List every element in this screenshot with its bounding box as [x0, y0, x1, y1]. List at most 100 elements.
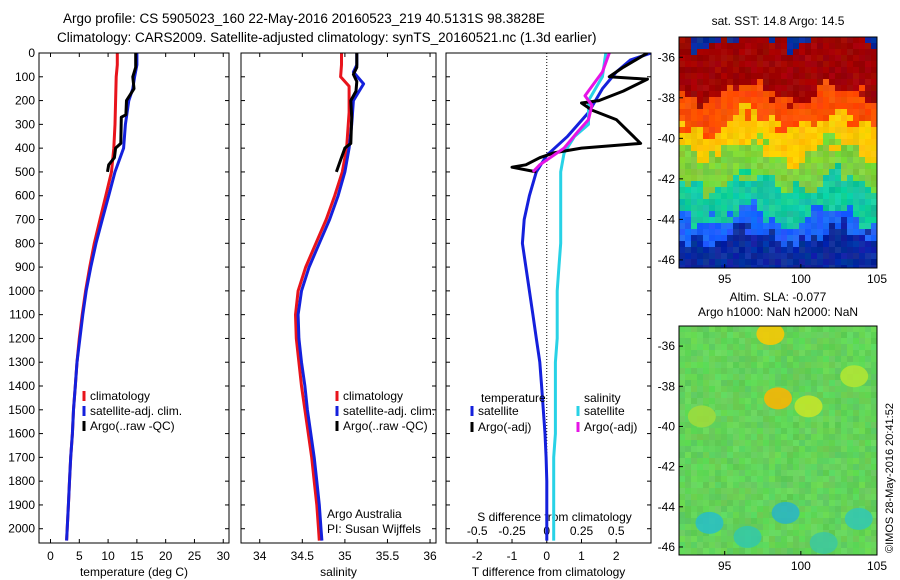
- map-cell: [811, 386, 817, 392]
- map-cell: [793, 217, 799, 223]
- map-cell: [679, 530, 685, 536]
- map-cell: [679, 193, 685, 199]
- map-cell: [835, 332, 841, 338]
- map-cell: [679, 512, 685, 518]
- map-cell: [817, 91, 823, 97]
- panel-difference: -2 -1 0 1 2T difference from climatology-0.5…: [445, 52, 652, 579]
- map-cell: [823, 386, 829, 392]
- map-cell: [739, 452, 745, 458]
- map-cell: [823, 181, 829, 187]
- map-cell: [775, 530, 781, 536]
- map-cell: [721, 127, 727, 133]
- map-cell: [727, 127, 733, 133]
- map-cell: [709, 344, 715, 350]
- map-cell: [871, 193, 877, 199]
- map-cell: [703, 494, 709, 500]
- map-cell: [763, 217, 769, 223]
- map-cell: [781, 470, 787, 476]
- map-cell: [757, 91, 763, 97]
- map-cell: [865, 193, 871, 199]
- map-cell: [829, 157, 835, 163]
- map-cell: [751, 446, 757, 452]
- map-cell: [853, 157, 859, 163]
- map-cell: [709, 404, 715, 410]
- x-tick-label: 35.5: [376, 549, 400, 563]
- map-cell: [739, 193, 745, 199]
- map-cell: [865, 205, 871, 211]
- map-cell: [817, 67, 823, 73]
- map-cell: [781, 344, 787, 350]
- map-cell: [841, 37, 847, 43]
- map-cell: [739, 61, 745, 67]
- map-cell: [787, 488, 793, 494]
- map-cell: [835, 512, 841, 518]
- map-cell: [709, 157, 715, 163]
- map-cell: [751, 79, 757, 85]
- map-cell: [751, 392, 757, 398]
- map-cell: [727, 434, 733, 440]
- map-cell: [715, 43, 721, 49]
- map-cell: [811, 85, 817, 91]
- map-cell: [727, 512, 733, 518]
- map-cell: [805, 380, 811, 386]
- map-cell: [817, 157, 823, 163]
- map-cell: [817, 422, 823, 428]
- map-cell: [775, 344, 781, 350]
- map-cell: [865, 169, 871, 175]
- map-cell: [757, 133, 763, 139]
- map-cell: [835, 211, 841, 217]
- map-cell: [853, 344, 859, 350]
- map-cell: [739, 97, 745, 103]
- map-cell: [817, 37, 823, 43]
- map-cell: [757, 446, 763, 452]
- map-cell: [829, 362, 835, 368]
- map-cell: [787, 43, 793, 49]
- map-cell: [679, 338, 685, 344]
- map-cell: [733, 229, 739, 235]
- map-cell: [763, 410, 769, 416]
- map-cell: [865, 265, 871, 268]
- map-cell: [685, 422, 691, 428]
- map-cell: [703, 61, 709, 67]
- map-cell: [727, 91, 733, 97]
- map-cell: [679, 350, 685, 356]
- map-cell: [691, 458, 697, 464]
- map-cell: [697, 43, 703, 49]
- map-cell: [781, 91, 787, 97]
- map-cell: [757, 163, 763, 169]
- map-cell: [715, 422, 721, 428]
- map-cell: [703, 223, 709, 229]
- map-cell: [823, 103, 829, 109]
- map-cell: [859, 115, 865, 121]
- x-tick-label: 34.5: [291, 549, 315, 563]
- map-cell: [829, 175, 835, 181]
- map-cell: [721, 542, 727, 548]
- map-cell: [811, 229, 817, 235]
- map-cell: [871, 181, 877, 187]
- map-cell: [769, 223, 775, 229]
- map-cell: [799, 488, 805, 494]
- map-cell: [871, 500, 877, 506]
- y-tick-label: 1600: [8, 427, 35, 441]
- map-cell: [865, 434, 871, 440]
- map-cell: [751, 73, 757, 79]
- map-cell: [709, 259, 715, 265]
- map-cell: [697, 548, 703, 554]
- map-cell: [685, 235, 691, 241]
- map-cell: [697, 181, 703, 187]
- map-cell: [703, 151, 709, 157]
- map-cell: [781, 434, 787, 440]
- map-cell: [715, 356, 721, 362]
- y-tick-label: -36: [658, 50, 676, 64]
- map-cell: [685, 211, 691, 217]
- map-cell: [745, 392, 751, 398]
- map-cell: [859, 199, 865, 205]
- map-cell: [733, 91, 739, 97]
- map-cell: [751, 428, 757, 434]
- map-cell: [781, 97, 787, 103]
- map-cell: [829, 103, 835, 109]
- map-cell: [727, 440, 733, 446]
- map-cell: [835, 524, 841, 530]
- map-cell: [829, 55, 835, 61]
- map-cell: [721, 440, 727, 446]
